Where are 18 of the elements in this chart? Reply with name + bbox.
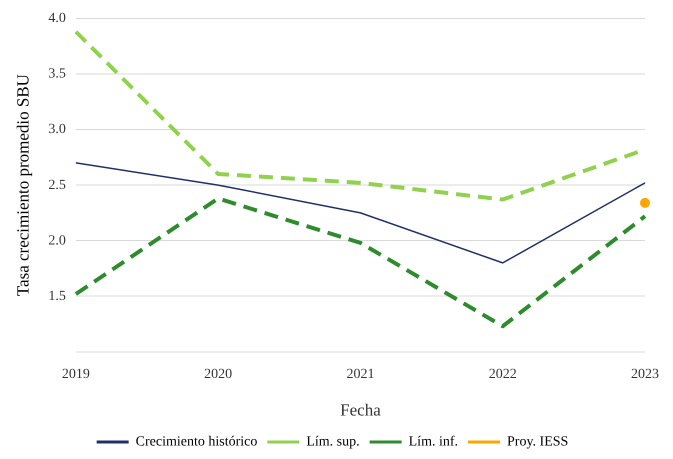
x-tick-label: 2020 <box>204 366 232 382</box>
y-tick-label: 1.5 <box>48 288 66 304</box>
legend-label: Lím. inf. <box>408 434 458 450</box>
line-series <box>74 196 647 328</box>
y-axis-title: Tasa crecimiento promedio SBU <box>14 74 33 296</box>
y-tick-label: 2.5 <box>48 178 66 193</box>
x-axis-title: Fecha <box>340 400 382 420</box>
legend-label: Proy. IESS <box>507 434 568 450</box>
x-tick-label: 2019 <box>62 366 90 382</box>
y-tick-label: 3.5 <box>48 66 66 82</box>
x-tick-label: 2022 <box>488 366 517 382</box>
y-tick-label: 4.0 <box>48 11 66 26</box>
legend-label: Lím. sup. <box>306 434 360 450</box>
x-tick-label: 2023 <box>631 366 659 382</box>
x-tick-label: 2021 <box>346 366 374 382</box>
y-tick-label: 2.0 <box>48 233 66 248</box>
legend-label: Crecimiento histórico <box>136 434 258 450</box>
y-tick-label: 3.0 <box>48 122 66 138</box>
